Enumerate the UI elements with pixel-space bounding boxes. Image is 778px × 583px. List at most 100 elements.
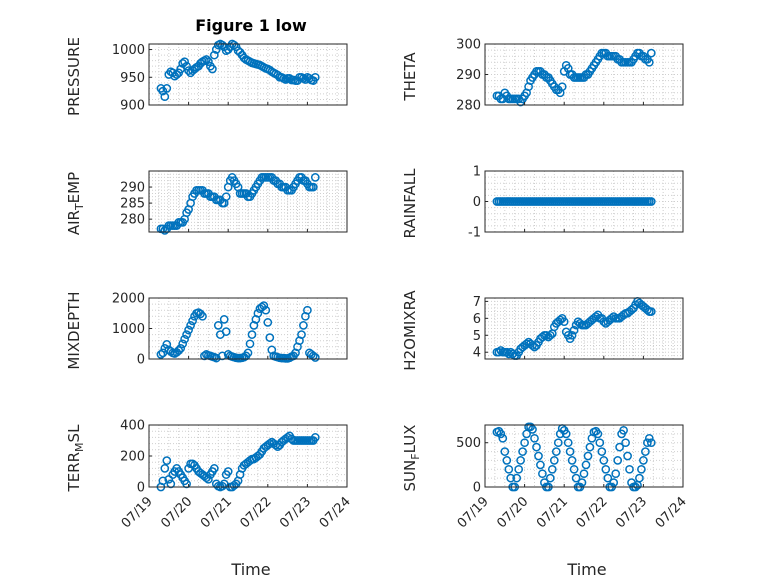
data-point: [637, 464, 646, 474]
data-point: [504, 349, 514, 359]
data-point: [593, 429, 603, 439]
data-point: [571, 473, 581, 483]
data-point: [182, 61, 191, 71]
data-point: [186, 321, 195, 330]
data-point: [549, 456, 559, 465]
data-point: [502, 456, 512, 465]
figure-title: Figure 1 low: [195, 16, 307, 35]
data-point: [579, 469, 589, 479]
y-tick-label: 500: [456, 436, 481, 451]
data-point: [559, 317, 569, 327]
axes-box: [484, 424, 684, 488]
data-point: [221, 327, 231, 336]
data-point: [561, 429, 571, 439]
data-point: [611, 469, 621, 479]
subplot-h2omixra: 4 5 6 7 H2OMIXRA: [401, 290, 684, 371]
data-point: [625, 464, 634, 474]
data-point: [644, 433, 654, 443]
data-point: [208, 64, 217, 74]
data-point: [585, 442, 595, 452]
y-tick-label: 2000: [112, 292, 145, 307]
data-point: [567, 330, 577, 340]
data-point: [520, 438, 529, 448]
y-tick-label: 1000: [112, 43, 145, 58]
x-tick-label: 07/24: [653, 494, 690, 531]
series-markers: [492, 297, 656, 360]
data-point: [310, 173, 320, 182]
data-point: [518, 447, 527, 456]
data-point: [530, 433, 539, 443]
y-tick-label: 0: [137, 481, 145, 496]
data-point: [172, 70, 182, 79]
y-tick-label: 1000: [112, 322, 145, 337]
series-markers: [492, 48, 656, 107]
data-point: [301, 75, 310, 84]
data-point: [162, 340, 172, 349]
series-markers: [492, 197, 656, 206]
data-point: [597, 447, 607, 456]
data-point: [569, 325, 579, 335]
y-tick-label: 5: [473, 329, 481, 344]
x-tick-label: 07/20: [158, 494, 195, 531]
data-point: [209, 464, 219, 473]
y-tick-label: 280: [120, 213, 145, 228]
data-point: [563, 438, 573, 448]
data-point: [595, 438, 605, 448]
data-point: [176, 343, 186, 353]
axes-box: [148, 43, 348, 106]
data-point: [160, 92, 170, 102]
data-point: [514, 464, 524, 474]
data-point: [621, 438, 630, 448]
data-point: [209, 50, 219, 60]
y-axis-label: MIXDEPTH: [65, 291, 83, 369]
x-tick-label: 07/19: [119, 494, 156, 531]
data-point: [217, 481, 227, 491]
y-axis-label: AIRTEMP: [65, 172, 86, 235]
y-tick-label: 900: [120, 99, 145, 114]
x-tick-label: 07/21: [534, 494, 571, 531]
y-axis-label: TERRMSL: [65, 424, 86, 493]
data-point: [599, 456, 609, 465]
series-markers: [156, 301, 320, 363]
data-point: [156, 350, 166, 359]
subplot-pressure: 900 950 1000 PRESSURE: [65, 37, 348, 116]
data-point: [229, 40, 239, 50]
data-point: [500, 447, 510, 456]
data-point: [213, 321, 223, 330]
data-point: [555, 315, 565, 325]
data-point: [565, 447, 575, 456]
data-point: [639, 456, 648, 465]
x-tick-label: 07/22: [574, 494, 611, 531]
y-tick-label: 290: [120, 181, 145, 196]
data-point: [259, 301, 269, 310]
y-axis-label: PRESSURE: [65, 37, 83, 116]
y-tick-label: 290: [456, 68, 481, 83]
data-point: [646, 438, 656, 448]
data-point: [496, 429, 506, 439]
data-point: [644, 57, 654, 67]
data-point: [160, 464, 170, 473]
y-tick-label: 1: [473, 165, 481, 180]
data-point: [217, 40, 227, 50]
data-point: [557, 82, 567, 92]
data-point: [158, 476, 168, 486]
data-point: [243, 348, 253, 358]
x-axis-label: Time: [566, 560, 606, 579]
data-point: [567, 456, 577, 465]
x-tick-label: 07/20: [494, 494, 531, 531]
x-tick-label: 07/23: [277, 494, 314, 531]
y-tick-label: 285: [120, 197, 145, 212]
y-tick-label: 7: [473, 295, 481, 310]
data-point: [551, 447, 561, 456]
data-point: [162, 84, 172, 93]
y-tick-label: -1: [468, 226, 481, 241]
series-markers: [156, 39, 320, 102]
data-point: [178, 339, 188, 349]
data-point: [265, 333, 275, 342]
data-point: [534, 451, 543, 461]
y-tick-label: 400: [120, 419, 145, 434]
data-point: [182, 330, 191, 339]
data-point: [204, 57, 213, 67]
